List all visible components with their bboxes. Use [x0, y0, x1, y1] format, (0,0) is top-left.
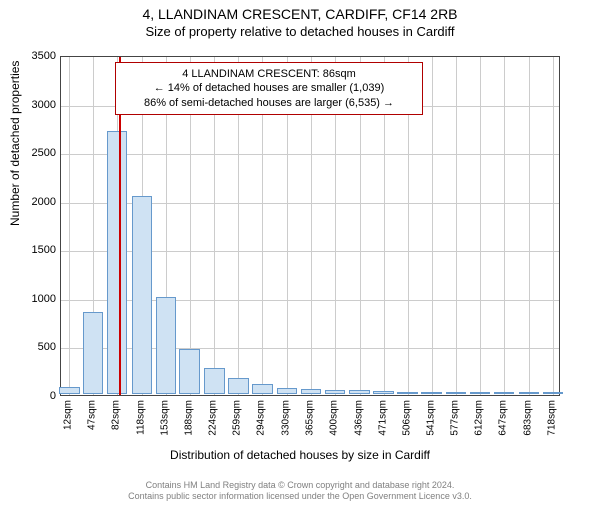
- histogram-bar: [107, 131, 128, 394]
- histogram-bar: [373, 391, 394, 394]
- histogram-bar: [494, 392, 515, 394]
- info-line-2: ← 14% of detached houses are smaller (1,…: [124, 81, 414, 95]
- chart-title: 4, LLANDINAM CRESCENT, CARDIFF, CF14 2RB: [0, 6, 600, 22]
- x-tick-label: 12sqm: [63, 400, 74, 430]
- info-box: 4 LLANDINAM CRESCENT: 86sqm ← 14% of det…: [115, 62, 423, 115]
- info-line-3: 86% of semi-detached houses are larger (…: [124, 96, 414, 110]
- y-tick-label: 1500: [6, 244, 56, 256]
- x-tick-label: 330sqm: [281, 400, 292, 436]
- histogram-bar: [397, 392, 418, 394]
- y-tick-label: 3000: [6, 99, 56, 111]
- x-tick-label: 294sqm: [256, 400, 267, 436]
- grid-line-v: [480, 57, 481, 395]
- grid-line-h: [61, 154, 559, 155]
- histogram-bar: [421, 392, 442, 394]
- histogram-bar: [519, 392, 540, 394]
- histogram-bar: [228, 378, 249, 394]
- histogram-bar: [156, 297, 177, 394]
- y-tick-label: 2500: [6, 147, 56, 159]
- histogram-bar: [349, 390, 370, 394]
- x-tick-label: 647sqm: [498, 400, 509, 436]
- chart-subtitle: Size of property relative to detached ho…: [0, 24, 600, 39]
- y-tick-label: 500: [6, 341, 56, 353]
- x-tick-label: 718sqm: [546, 400, 557, 436]
- grid-line-v: [529, 57, 530, 395]
- histogram-bar: [446, 392, 467, 394]
- histogram-bar: [59, 387, 80, 394]
- grid-line-v: [69, 57, 70, 395]
- grid-line-v: [432, 57, 433, 395]
- histogram-bar: [179, 349, 200, 394]
- x-tick-label: 683sqm: [522, 400, 533, 436]
- histogram-bar: [204, 368, 225, 394]
- footer-line-2: Contains public sector information licen…: [0, 491, 600, 502]
- y-tick-label: 1000: [6, 293, 56, 305]
- histogram-bar: [83, 312, 104, 394]
- footer: Contains HM Land Registry data © Crown c…: [0, 480, 600, 502]
- x-tick-label: 577sqm: [450, 400, 461, 436]
- x-tick-label: 506sqm: [401, 400, 412, 436]
- x-tick-label: 47sqm: [87, 400, 98, 430]
- histogram-bar: [325, 390, 346, 394]
- x-tick-label: 224sqm: [208, 400, 219, 436]
- info-line-1: 4 LLANDINAM CRESCENT: 86sqm: [124, 67, 414, 81]
- x-axis-label: Distribution of detached houses by size …: [0, 448, 600, 462]
- footer-line-1: Contains HM Land Registry data © Crown c…: [0, 480, 600, 491]
- x-tick-label: 471sqm: [377, 400, 388, 436]
- histogram-bar: [301, 389, 322, 394]
- x-tick-label: 365sqm: [305, 400, 316, 436]
- x-tick-label: 153sqm: [159, 400, 170, 436]
- histogram-bar: [132, 196, 153, 394]
- x-tick-label: 541sqm: [425, 400, 436, 436]
- x-tick-label: 118sqm: [135, 400, 146, 435]
- x-tick-label: 436sqm: [353, 400, 364, 436]
- histogram-bar: [543, 392, 564, 394]
- x-tick-label: 188sqm: [183, 400, 194, 436]
- grid-line-v: [553, 57, 554, 395]
- x-tick-label: 82sqm: [111, 400, 122, 430]
- y-tick-label: 3500: [6, 50, 56, 62]
- y-tick-label: 2000: [6, 196, 56, 208]
- histogram-bar: [277, 388, 298, 394]
- grid-line-v: [456, 57, 457, 395]
- x-tick-label: 400sqm: [328, 400, 339, 436]
- x-tick-label: 259sqm: [232, 400, 243, 436]
- x-tick-label: 612sqm: [474, 400, 485, 436]
- y-tick-label: 0: [6, 390, 56, 402]
- histogram-bar: [252, 384, 273, 394]
- histogram-bar: [470, 392, 491, 394]
- grid-line-v: [504, 57, 505, 395]
